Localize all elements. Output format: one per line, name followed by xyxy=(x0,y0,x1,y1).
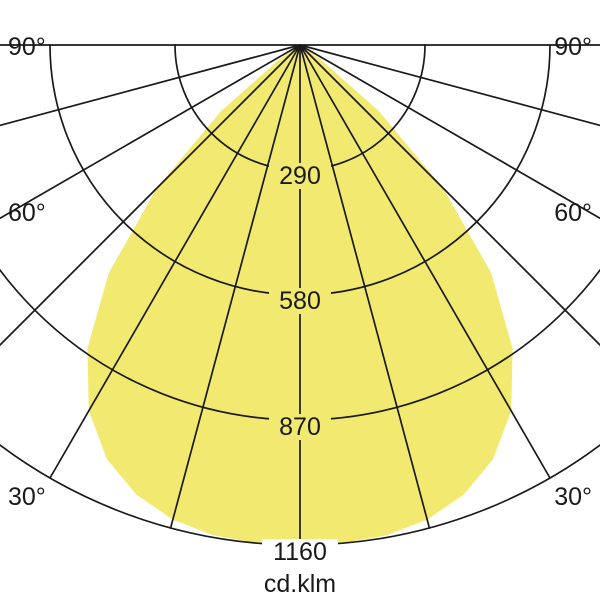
ring-label-870: 870 xyxy=(279,413,321,441)
ring-label-290-halo xyxy=(269,163,331,189)
grid-spoke-45 xyxy=(299,44,600,347)
angle-label-right-30: 30° xyxy=(554,483,592,511)
grid-spoke--75 xyxy=(0,44,301,127)
grid-spoke--60 xyxy=(0,44,301,220)
angle-label-left-30: 30° xyxy=(8,483,46,511)
grid-spoke-60 xyxy=(299,44,600,220)
ring-label-870-halo xyxy=(269,414,331,440)
ring-label-1160-halo xyxy=(262,539,338,565)
ring-label-1160: 1160 xyxy=(273,538,327,566)
grid-spoke-75 xyxy=(299,44,600,127)
angle-label-left-90: 90° xyxy=(8,33,46,61)
angle-label-right-90: 90° xyxy=(554,33,592,61)
grid-spoke--45 xyxy=(0,44,301,347)
ring-label-290: 290 xyxy=(279,162,321,190)
angle-label-right-60: 60° xyxy=(554,199,592,227)
grid-spoke-30 xyxy=(299,44,551,479)
unit-label: cd.klm xyxy=(264,570,336,598)
angle-label-left-60: 60° xyxy=(8,199,46,227)
ring-label-580-halo xyxy=(269,288,331,314)
ring-label-580: 580 xyxy=(279,287,321,315)
ring-label-halos xyxy=(262,163,338,565)
grid-spoke-15 xyxy=(299,44,431,529)
grid-spoke--15 xyxy=(169,44,301,529)
grid-spoke--30 xyxy=(49,44,301,479)
